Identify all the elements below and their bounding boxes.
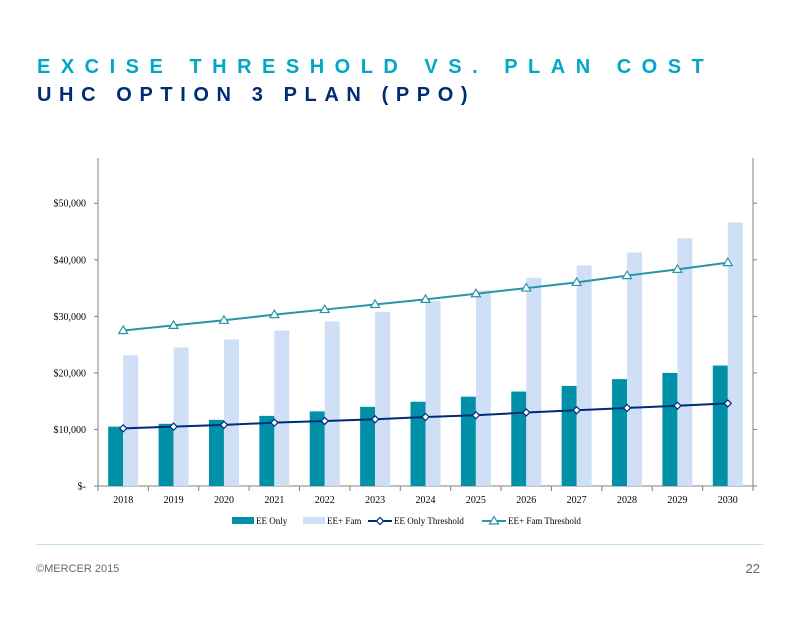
bar-ee-only — [460, 396, 476, 486]
bar-ee-only — [712, 365, 728, 486]
bar-ee-fam — [375, 311, 391, 486]
bar-ee-only — [309, 411, 325, 486]
y-tick-label: $- — [78, 482, 86, 493]
bar-ee-only — [360, 406, 376, 486]
x-tick-label: 2022 — [315, 495, 335, 506]
point-ee-only-threshold — [572, 405, 582, 415]
legend-marker — [488, 515, 500, 525]
x-tick-label: 2029 — [667, 495, 687, 506]
page-number: 22 — [745, 561, 760, 576]
x-tick-label: 2019 — [164, 495, 184, 506]
bar-ee-fam — [123, 355, 139, 486]
point-ee-fam-threshold — [722, 256, 734, 267]
point-ee-fam-threshold — [621, 269, 633, 280]
point-ee-only-threshold — [673, 401, 682, 411]
x-tick-label: 2020 — [214, 495, 234, 506]
legend-label: EE Only Threshold — [394, 516, 464, 526]
point-ee-fam-threshold — [168, 319, 180, 329]
legend-ee-only-threshold: EE Only Threshold — [368, 516, 464, 526]
bar-ee-only — [662, 372, 678, 486]
legend-ee-only: EE Only — [232, 516, 288, 526]
legend-ee-fam: EE+ Fam — [303, 516, 361, 526]
x-tick-label: 2018 — [113, 495, 133, 506]
bar-ee-only — [259, 415, 275, 486]
bar-ee-fam — [526, 277, 542, 486]
y-tick-label: $40,000 — [54, 255, 87, 266]
point-ee-fam-threshold — [117, 324, 129, 335]
bar-ee-fam — [425, 301, 441, 486]
point-ee-only-threshold — [370, 414, 380, 424]
bar-ee-only — [511, 391, 527, 486]
bar-ee-only — [108, 426, 124, 486]
legend-marker — [375, 516, 385, 526]
bar-ee-fam — [223, 339, 239, 486]
footer-divider — [36, 544, 763, 545]
legend-swatch — [232, 517, 254, 524]
x-tick-label: 2021 — [264, 495, 284, 506]
bar-ee-only — [158, 423, 174, 486]
point-ee-only-threshold — [169, 422, 178, 431]
bar-ee-fam — [627, 252, 643, 486]
point-ee-only-threshold — [269, 418, 279, 428]
x-tick-label: 2030 — [718, 495, 738, 506]
point-ee-only-threshold — [622, 403, 632, 413]
point-ee-fam-threshold — [419, 293, 432, 303]
chart-legend: EE Only EE+ Fam EE Only Threshold EE+ Fam T… — [232, 515, 581, 526]
point-ee-only-threshold — [320, 416, 330, 426]
slide-title: EXCISE THRESHOLD VS. PLAN COST — [37, 56, 715, 78]
bar-ee-fam — [274, 330, 290, 486]
bar-ee-fam — [576, 265, 592, 486]
legend-label: EE+ Fam Threshold — [508, 516, 581, 526]
x-tick-label: 2024 — [416, 495, 436, 506]
x-tick-label: 2023 — [365, 495, 385, 506]
bar-ee-fam — [173, 347, 189, 486]
point-ee-fam-threshold — [571, 276, 583, 287]
bar-ee-fam — [677, 238, 693, 486]
y-tick-label: $50,000 — [54, 199, 87, 210]
point-ee-only-threshold — [118, 423, 128, 433]
legend-label: EE Only — [256, 516, 288, 526]
bar-ee-only — [561, 385, 577, 486]
point-ee-fam-threshold — [671, 263, 683, 274]
y-tick-label: $10,000 — [54, 425, 87, 436]
point-ee-only-threshold — [471, 410, 481, 420]
point-ee-only-threshold — [521, 408, 531, 417]
copyright-text: ©MERCER 2015 — [36, 563, 120, 575]
point-ee-fam-threshold — [470, 288, 482, 298]
point-ee-only-threshold — [723, 399, 733, 408]
y-tick-label: $20,000 — [54, 368, 87, 379]
point-ee-fam-threshold — [369, 298, 381, 309]
bar-ee-fam — [727, 222, 743, 486]
x-tick-label: 2028 — [617, 495, 637, 506]
x-tick-label: 2027 — [567, 495, 587, 506]
bar-ee-fam — [324, 321, 340, 486]
point-ee-fam-threshold — [319, 303, 331, 314]
chart-lines — [117, 256, 734, 433]
point-ee-only-threshold — [219, 420, 229, 430]
legend-swatch — [303, 517, 325, 524]
bar-ee-only — [612, 379, 628, 486]
point-ee-only-threshold — [421, 412, 430, 422]
x-tick-label: 2025 — [466, 495, 486, 506]
chart-bars — [108, 222, 743, 486]
bar-ee-fam — [475, 290, 491, 486]
x-tick-label: 2026 — [516, 495, 536, 506]
chart-axes: $- $10,000 $20,000 $30,000 $40,000 $50,000 201… — [54, 158, 757, 506]
slide-subtitle: UHC OPTION 3 PLAN (PPO) — [37, 84, 476, 106]
point-ee-fam-threshold — [520, 282, 532, 292]
legend-ee-fam-threshold: EE+ Fam Threshold — [482, 515, 581, 526]
point-ee-fam-threshold — [268, 308, 280, 319]
bar-ee-only — [208, 419, 224, 486]
y-tick-label: $30,000 — [54, 312, 87, 323]
bar-ee-only — [410, 401, 426, 486]
legend-label: EE+ Fam — [327, 516, 361, 526]
point-ee-fam-threshold — [218, 314, 230, 324]
